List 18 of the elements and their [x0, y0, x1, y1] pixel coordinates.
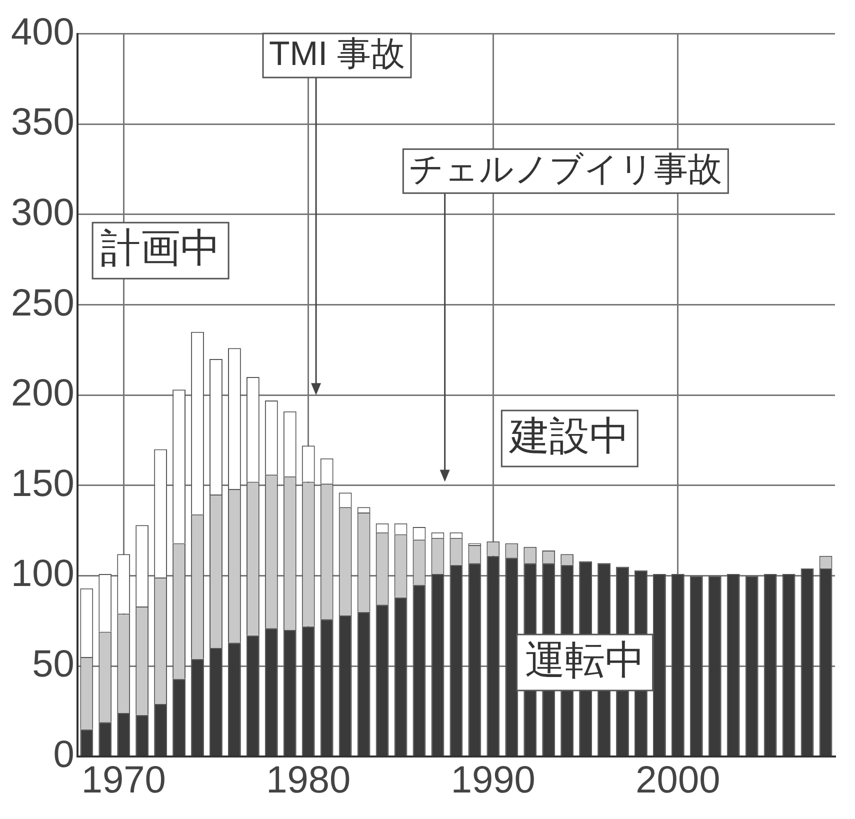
- series-label: 計画中: [100, 226, 221, 271]
- x-tick-label: 1980: [266, 760, 351, 802]
- series-label: 運転中: [524, 638, 645, 682]
- y-tick-label: 0: [53, 734, 74, 776]
- y-tick-label: 150: [10, 462, 74, 505]
- x-tick-label: 2000: [636, 760, 720, 802]
- text: 建設中: [508, 414, 630, 458]
- y-tick-label: 100: [10, 553, 74, 596]
- y-tick-label: 300: [10, 192, 74, 234]
- y-tick-label: 400: [10, 11, 74, 54]
- x-tick-label: 1990: [450, 760, 536, 802]
- y-tick-label: 200: [10, 372, 74, 415]
- x-tick-label: 1970: [81, 760, 166, 802]
- annotation: チェルノブイリ事故: [409, 150, 722, 188]
- y-tick-label: 50: [32, 644, 74, 686]
- y-tick-label: 250: [10, 282, 74, 324]
- annotation: TMI 事故: [269, 34, 405, 73]
- y-tick-label: 350: [10, 102, 74, 144]
